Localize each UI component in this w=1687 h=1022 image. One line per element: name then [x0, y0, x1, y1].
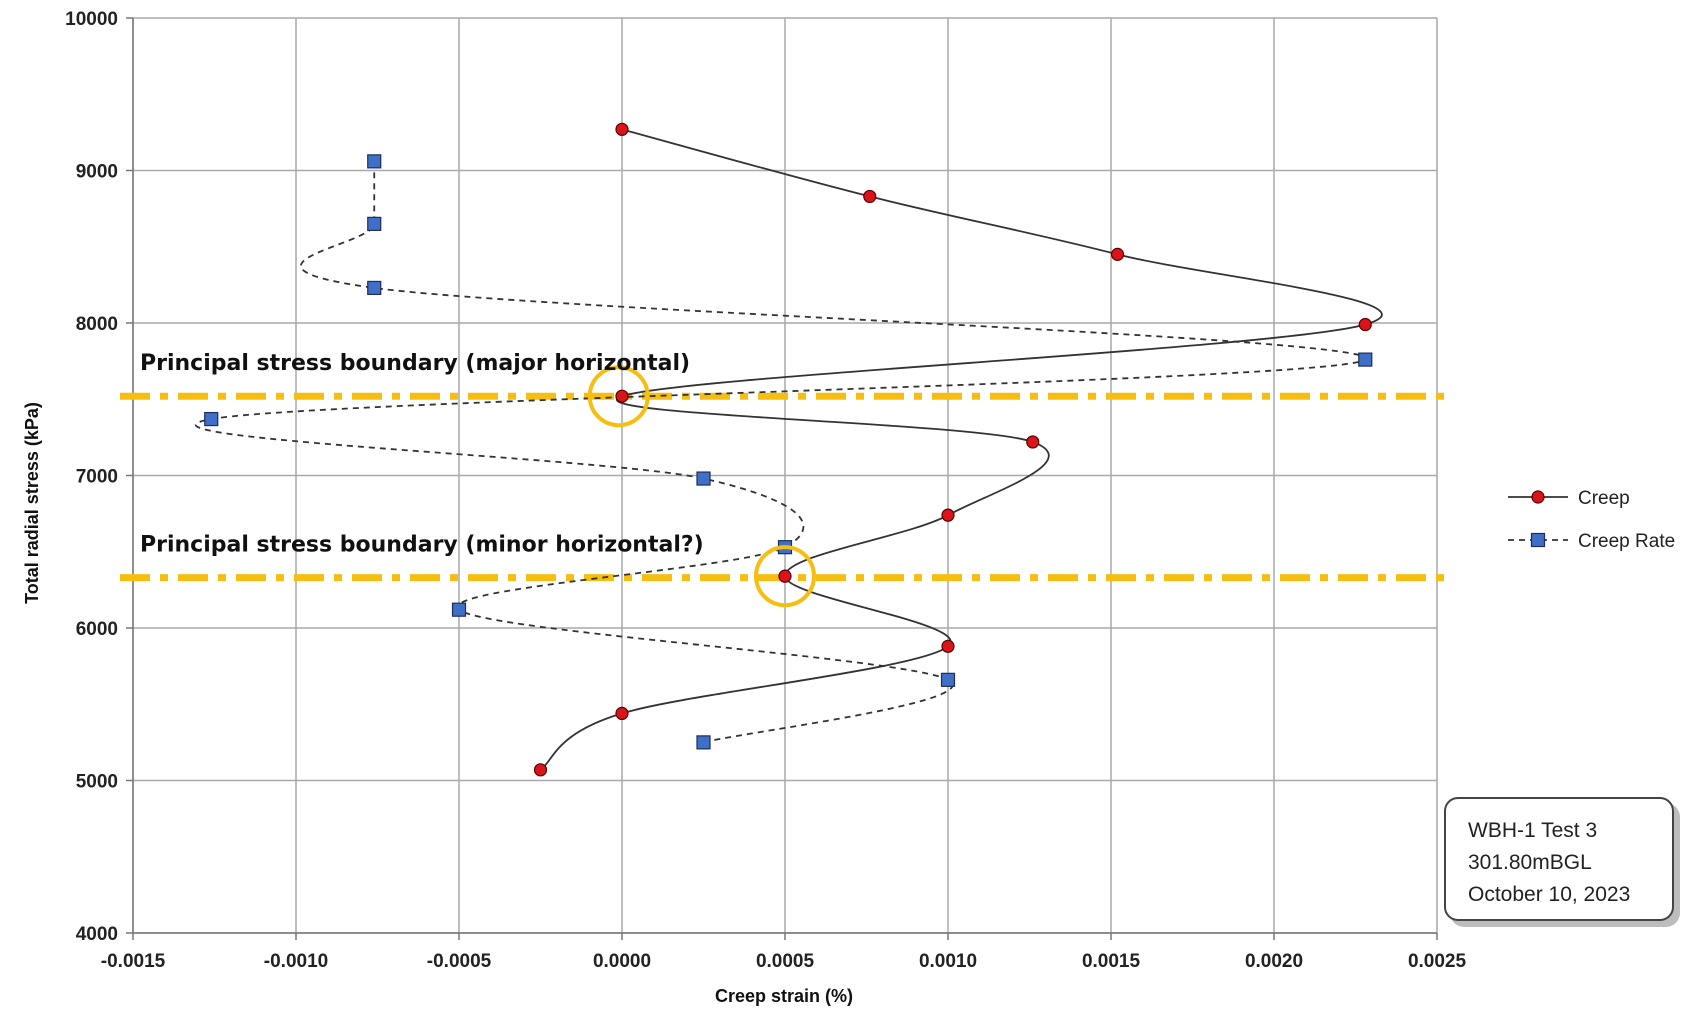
creep-rate-point	[367, 154, 382, 169]
creep-point	[863, 189, 877, 204]
creep-rate-point	[451, 602, 467, 617]
info-depth: 301.80mBGL	[1468, 851, 1592, 874]
creep-point	[615, 706, 629, 721]
y-tick-labels: 4000 5000 6000 7000 8000 9000 10000	[65, 9, 118, 945]
highlight-circles	[587, 365, 816, 608]
creep-rate-point	[1358, 352, 1373, 367]
info-test-name: WBH-1 Test 3	[1468, 819, 1598, 842]
test-info-box: WBH-1 Test 3 301.80mBGL October 10, 2023	[1444, 797, 1674, 921]
y-tick-label: 6000	[76, 619, 118, 640]
x-tick-labels: -0.0015 -0.0010 -0.0005 0.0000 0.0005 0.0010 0…	[101, 951, 1467, 972]
y-tick-label: 9000	[76, 162, 118, 183]
creep-point	[941, 639, 955, 653]
annotations: Principal stress boundary (major horizon…	[140, 351, 704, 557]
x-axis-title: Creep strain (%)	[715, 986, 853, 1006]
y-tick-label: 4000	[76, 924, 118, 945]
grid	[132, 17, 1438, 934]
x-tick-label: 0.0015	[1082, 951, 1141, 972]
creep-point	[1026, 435, 1040, 449]
axes	[126, 17, 1438, 940]
creep-point	[1110, 247, 1125, 261]
legend-marker-creep	[1531, 490, 1545, 504]
creep-point	[941, 508, 955, 522]
creep-rate-point	[940, 672, 956, 687]
highlight-circle	[587, 365, 650, 428]
y-tick-label: 8000	[76, 314, 118, 335]
legend-label: Creep Rate	[1578, 531, 1675, 552]
stress-boundary-label: Principal stress boundary (major horizon…	[140, 351, 690, 376]
creep-rate-point	[367, 280, 382, 296]
x-tick-label: 0.0025	[1408, 951, 1467, 972]
creep-rate-line	[195, 161, 1367, 744]
creep-point	[615, 389, 629, 403]
y-tick-label: 10000	[65, 9, 118, 30]
creep-line	[539, 128, 1383, 771]
legend-label: Creep	[1578, 488, 1630, 509]
creep-point	[615, 122, 629, 136]
y-tick-label: 7000	[76, 467, 118, 488]
creep-point	[1358, 317, 1372, 332]
x-tick-label: 0.0005	[756, 951, 815, 972]
creep-point	[533, 763, 548, 777]
x-tick-label: 0.0010	[919, 951, 977, 972]
creep-rate-point	[204, 411, 219, 427]
info-date: October 10, 2023	[1468, 883, 1631, 906]
stress-boundary-label: Principal stress boundary (minor horizon…	[140, 533, 704, 558]
x-tick-label: -0.0005	[427, 951, 492, 972]
x-tick-label: 0.0020	[1245, 951, 1303, 972]
series-markers	[204, 122, 1373, 777]
creep-rate-point	[696, 471, 711, 486]
legend: Creep Creep Rate	[1508, 488, 1675, 552]
legend-marker-creep-rate	[1530, 532, 1546, 548]
creep-point	[778, 569, 792, 583]
highlight-circle	[754, 545, 816, 608]
creep-rate-point	[696, 735, 711, 750]
y-axis-title: Total radial stress (kPa)	[22, 402, 42, 604]
x-tick-label: -0.0015	[101, 951, 166, 972]
y-tick-label: 5000	[76, 772, 118, 793]
x-tick-label: -0.0010	[264, 951, 328, 972]
x-tick-label: 0.0000	[593, 951, 651, 972]
creep-rate-point	[367, 216, 382, 231]
